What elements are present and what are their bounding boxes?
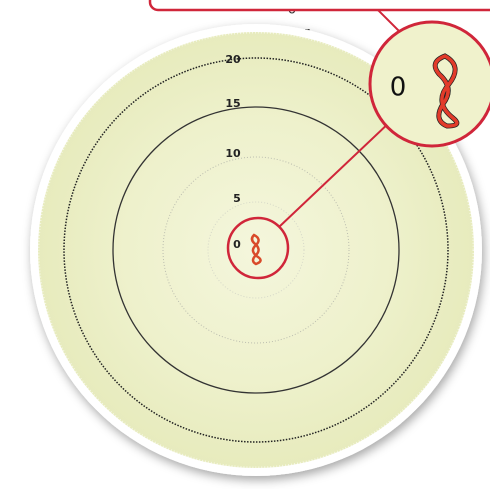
ring-label: 0: [233, 238, 241, 251]
shot-cluster: [250, 233, 262, 266]
highlight-circle: [226, 216, 290, 280]
zoom-label: 0: [390, 73, 407, 103]
ring-label: 20: [225, 53, 241, 66]
ring-5: [207, 201, 305, 299]
ring-label: 5: [233, 192, 241, 205]
ring-label: 10: [225, 147, 241, 160]
plate-face: [38, 32, 474, 468]
ring-label: 15: [225, 97, 240, 110]
ring-10: [162, 156, 350, 344]
ring-labels: 0 5 10 15 20: [225, 53, 241, 251]
callout-box: [148, 0, 490, 12]
zoom-cluster: [433, 54, 459, 128]
zoom-circle: [368, 20, 490, 148]
ring-15: [112, 106, 400, 394]
ring-20: [63, 57, 449, 443]
zoom-connector: [278, 119, 393, 228]
plate-texture: [36, 30, 476, 470]
